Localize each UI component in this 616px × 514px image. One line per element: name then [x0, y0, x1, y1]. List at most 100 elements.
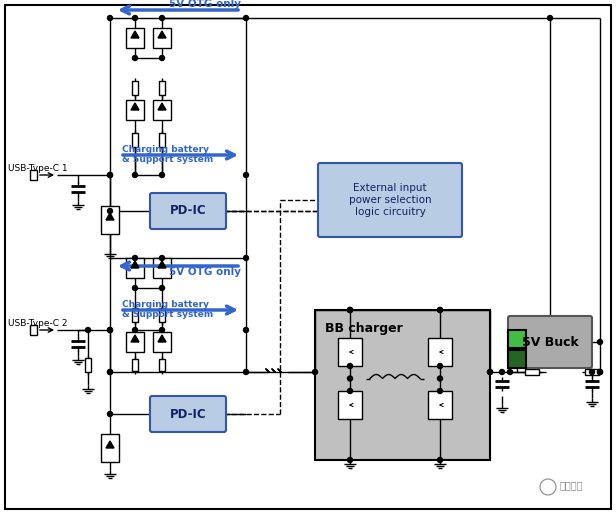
Circle shape [108, 327, 113, 333]
Circle shape [347, 389, 352, 394]
Polygon shape [158, 103, 166, 110]
Circle shape [160, 173, 164, 177]
Text: 5V OTG only: 5V OTG only [169, 267, 241, 277]
Circle shape [160, 285, 164, 290]
Polygon shape [131, 335, 139, 342]
Text: External input
power selection
logic circuitry: External input power selection logic cir… [349, 183, 431, 216]
Bar [338, 338, 362, 366]
Bar [153, 332, 171, 352]
FancyBboxPatch shape [150, 396, 226, 432]
Bar [153, 100, 171, 120]
Bar [315, 310, 490, 460]
Circle shape [487, 370, 493, 375]
Bar [101, 206, 119, 234]
Bar [132, 133, 138, 147]
Bar [126, 100, 144, 120]
Circle shape [132, 285, 137, 290]
Circle shape [132, 15, 137, 21]
Polygon shape [106, 213, 114, 220]
Circle shape [548, 15, 553, 21]
Circle shape [598, 370, 602, 375]
Circle shape [132, 56, 137, 61]
Circle shape [108, 173, 113, 177]
Circle shape [132, 173, 137, 177]
Circle shape [437, 307, 442, 313]
Circle shape [437, 376, 442, 381]
Circle shape [312, 370, 317, 375]
Circle shape [108, 370, 113, 375]
Circle shape [108, 173, 113, 177]
Bar [338, 391, 362, 419]
Text: USB-Type-C 1: USB-Type-C 1 [8, 164, 68, 173]
Bar [132, 308, 138, 322]
Bar [30, 170, 37, 180]
Circle shape [243, 370, 248, 375]
Circle shape [347, 376, 352, 381]
Bar [132, 81, 138, 95]
Circle shape [347, 457, 352, 463]
Circle shape [347, 363, 352, 369]
FancyBboxPatch shape [150, 193, 226, 229]
Bar [153, 258, 171, 278]
Bar [126, 28, 144, 48]
Polygon shape [158, 335, 166, 342]
Bar [428, 338, 452, 366]
Circle shape [437, 389, 442, 394]
Polygon shape [131, 31, 139, 38]
Circle shape [108, 327, 113, 333]
Text: BB charger: BB charger [325, 322, 403, 335]
Circle shape [132, 255, 137, 261]
Circle shape [108, 412, 113, 416]
Text: USB-Type-C 2: USB-Type-C 2 [8, 319, 68, 328]
Circle shape [598, 370, 602, 375]
Circle shape [160, 15, 164, 21]
Text: 瑞萨电子: 瑞萨电子 [560, 480, 583, 490]
Bar [101, 434, 119, 462]
Polygon shape [131, 103, 139, 110]
Circle shape [243, 327, 248, 333]
Bar [126, 332, 144, 352]
Circle shape [160, 56, 164, 61]
Circle shape [508, 370, 513, 375]
Circle shape [347, 307, 352, 313]
Text: Charging battery
& Support system: Charging battery & Support system [122, 145, 213, 164]
Polygon shape [158, 261, 166, 268]
Bar [30, 325, 37, 335]
Bar [428, 391, 452, 419]
Bar [508, 330, 526, 348]
Circle shape [437, 363, 442, 369]
Text: PD-IC: PD-IC [169, 408, 206, 420]
Circle shape [437, 457, 442, 463]
Bar [508, 350, 526, 368]
Bar [126, 258, 144, 278]
Circle shape [243, 15, 248, 21]
Circle shape [347, 307, 352, 313]
FancyBboxPatch shape [318, 163, 462, 237]
Bar [159, 308, 165, 322]
Bar [159, 81, 165, 95]
Bar [585, 369, 599, 375]
Circle shape [487, 370, 493, 375]
Text: Charging battery
& Support system: Charging battery & Support system [122, 300, 213, 319]
Bar [159, 133, 165, 147]
Bar [153, 28, 171, 48]
Text: 5V OTG only: 5V OTG only [169, 0, 241, 9]
Circle shape [243, 173, 248, 177]
Circle shape [437, 307, 442, 313]
Bar [132, 359, 138, 371]
Bar [525, 369, 539, 375]
Circle shape [108, 370, 113, 375]
Bar [85, 358, 91, 372]
Circle shape [86, 327, 91, 333]
Circle shape [160, 255, 164, 261]
Circle shape [108, 209, 113, 213]
Circle shape [598, 340, 602, 344]
Circle shape [500, 370, 505, 375]
Bar [159, 359, 165, 371]
Circle shape [132, 327, 137, 333]
Polygon shape [158, 31, 166, 38]
Circle shape [108, 15, 113, 21]
Circle shape [243, 255, 248, 261]
Circle shape [347, 307, 352, 313]
Text: 5V Buck: 5V Buck [522, 336, 578, 348]
